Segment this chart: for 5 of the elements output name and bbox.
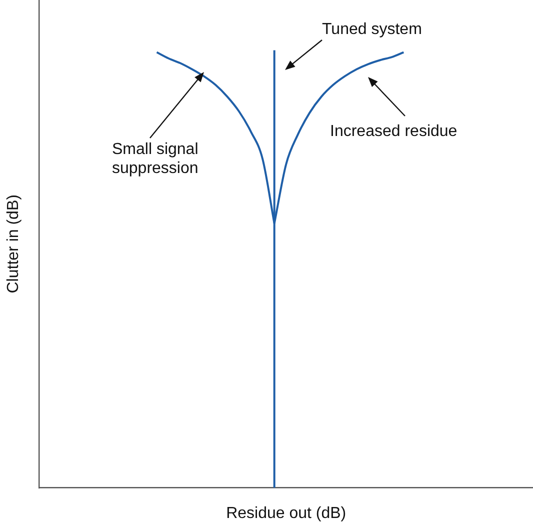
text: Tuned system: [322, 20, 423, 39]
y-axis-title: Clutter in (dB): [5, 194, 22, 294]
x-axis-title: Residue out (dB): [226, 504, 346, 522]
annotation: Increased residue: [330, 122, 458, 141]
annotation: Small signal suppression: [112, 140, 200, 178]
